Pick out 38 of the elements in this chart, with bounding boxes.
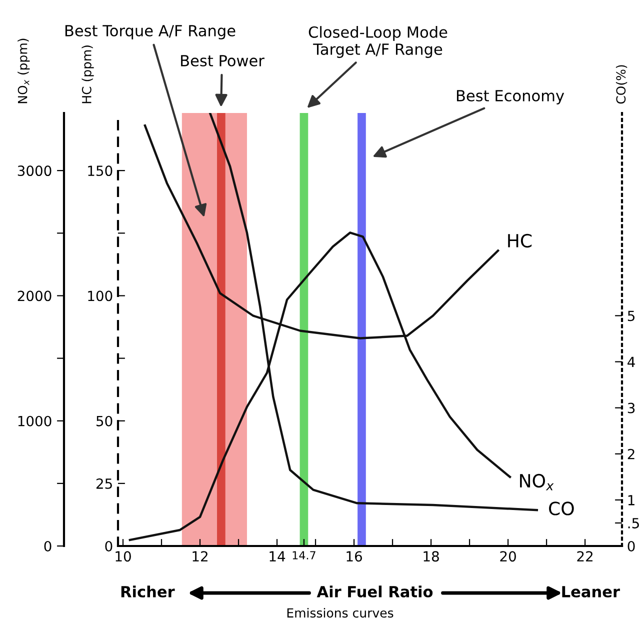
series-label: HC: [508, 234, 532, 248]
y-tick-label: 2000: [18, 290, 52, 302]
ref-line-label: Closed-Loop Mode Target A/F Range: [308, 26, 448, 58]
y2-axis-title: HC (ppm): [82, 46, 94, 104]
y2-tick-label: 0: [105, 540, 112, 552]
y3-tick-label: .5: [628, 518, 639, 528]
band-label: Best Torque A/F Range: [65, 25, 236, 40]
x-axis-title: Air Fuel Ratio: [316, 586, 433, 598]
y3-tick-label: 4: [628, 356, 635, 368]
series-label: NO$_{x}$: [520, 474, 554, 490]
y3-tick-label: 2: [628, 448, 634, 460]
y3-tick-label: 3: [628, 402, 635, 414]
x-tick-label: 12: [192, 551, 208, 562]
y3-tick-label: 5: [628, 310, 634, 322]
x-tick-label: 10: [116, 551, 131, 562]
x-tick-label: 18: [424, 551, 439, 562]
text: Richer: [121, 586, 175, 598]
x-tick-label: 14.7: [292, 551, 316, 560]
text: Leaner: [562, 586, 620, 598]
series-label: CO: [549, 502, 574, 516]
x-tick-label: 16: [346, 551, 362, 562]
ref-line-label: Best Power: [181, 55, 264, 66]
x-tick-label: 20: [500, 551, 516, 562]
y-axis-title: NO$_{x}$ (ppm): [18, 38, 30, 104]
y3-axis-title: CO(%): [616, 65, 628, 104]
x-tick-label: 22: [577, 551, 592, 562]
y3-tick-label: 0: [628, 540, 635, 552]
y2-tick-label: 150: [88, 166, 112, 176]
y2-tick-label: 50: [96, 416, 112, 426]
ref-line-label: Best Economy: [456, 90, 564, 104]
y-tick-label: 0: [44, 540, 52, 552]
y-tick-label: 1000: [18, 416, 52, 426]
x-tick-label: 14: [270, 551, 286, 562]
y2-tick-label: 100: [88, 290, 112, 302]
y-tick-label: 3000: [18, 166, 52, 176]
text: Emissions curves: [287, 608, 394, 618]
y2-tick-label: 25: [96, 478, 112, 489]
y3-tick-label: 1: [628, 495, 634, 506]
